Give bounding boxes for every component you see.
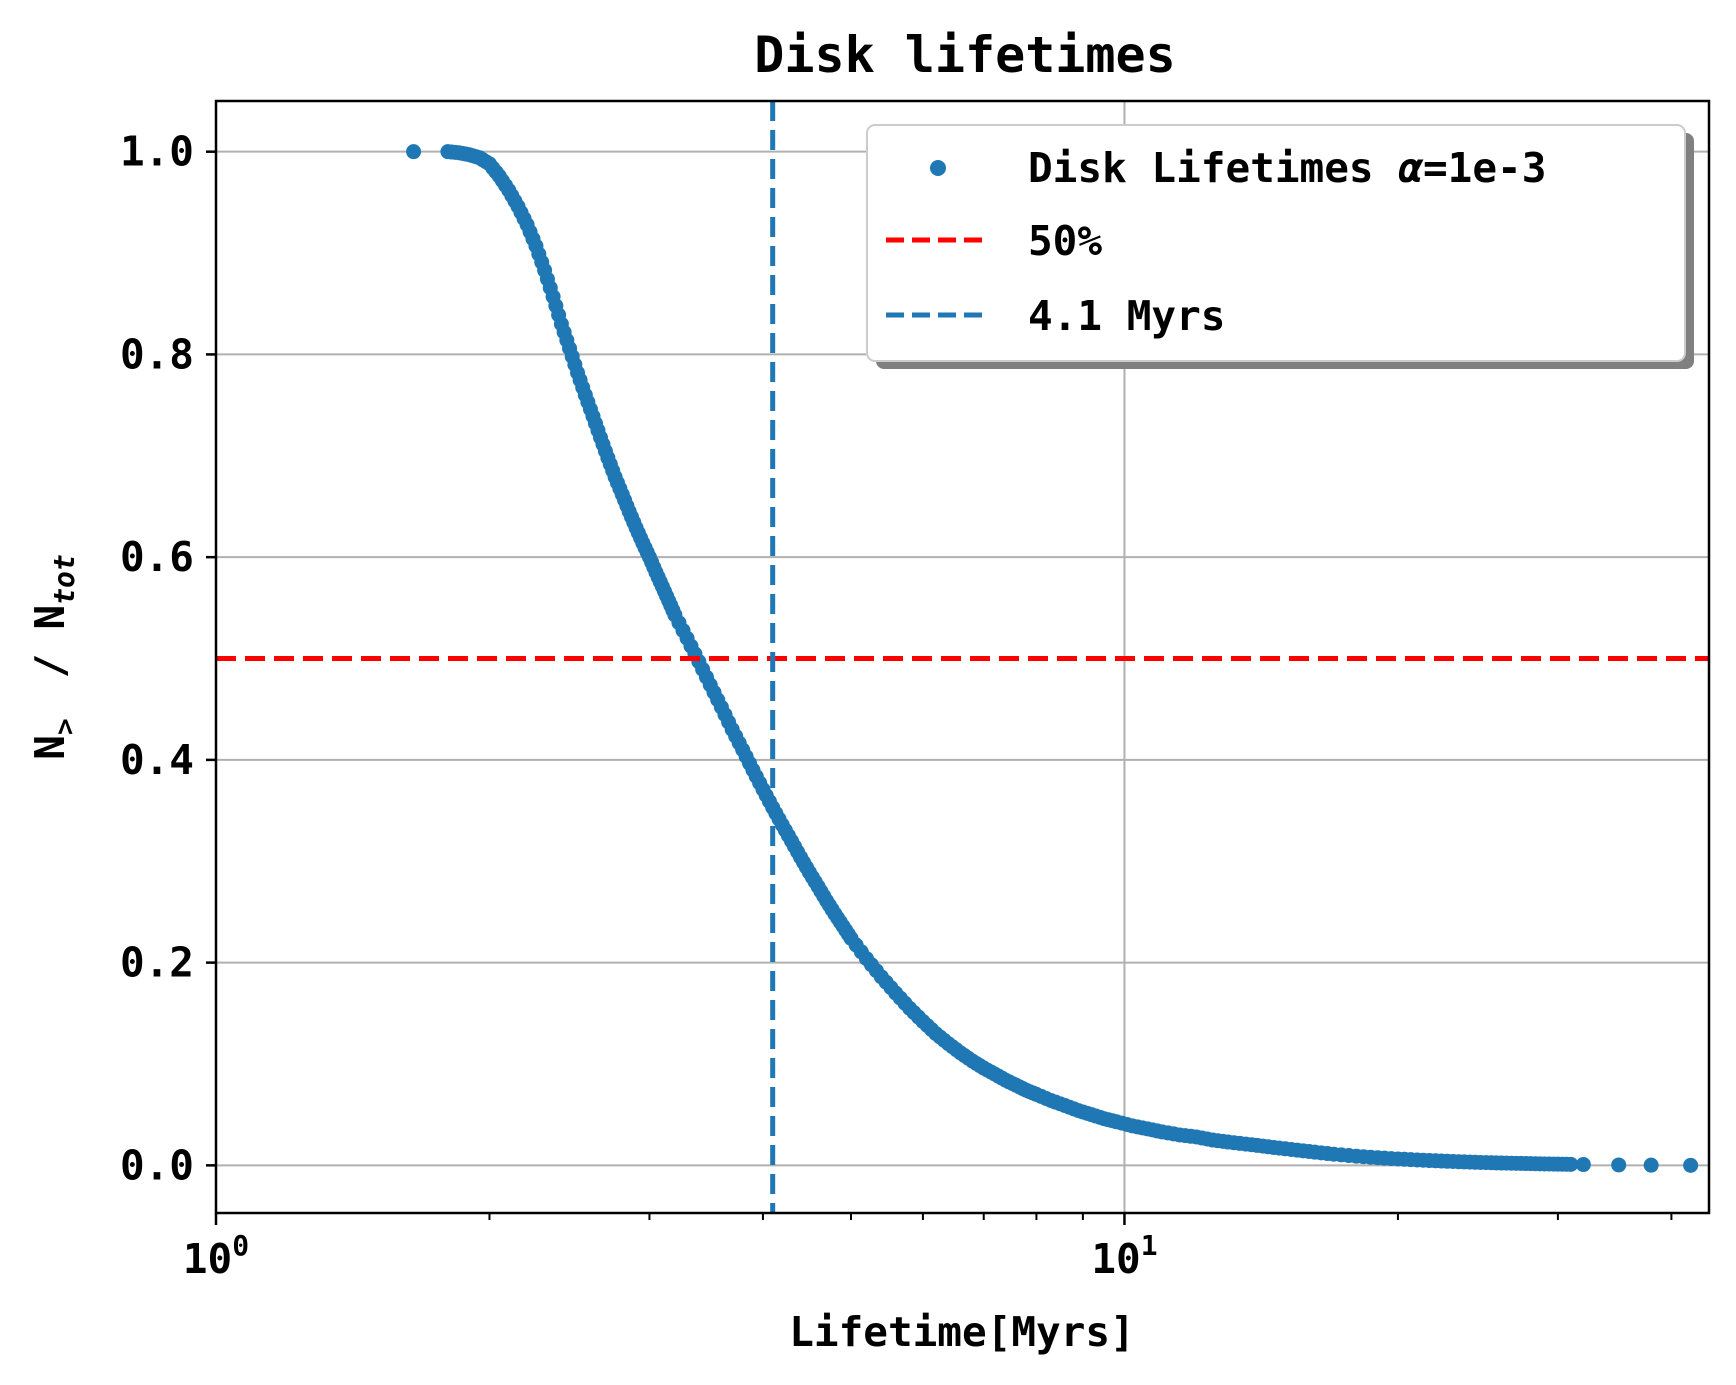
legend-box xyxy=(866,124,1686,362)
data-point xyxy=(1643,1157,1659,1173)
legend-label-4-1-myrs: 4.1 Myrs xyxy=(1028,292,1225,340)
data-point xyxy=(1563,1156,1579,1172)
data-point xyxy=(1611,1157,1627,1173)
x-axis-ticks: 100 101 xyxy=(183,1213,1673,1283)
y-label-n-subscript: > xyxy=(48,718,81,735)
y-label-tot-subscript: tot xyxy=(48,554,81,605)
y-axis-ticks: 0.0 0.2 0.4 0.6 0.8 1.0 xyxy=(120,128,216,1189)
y-tick-label: 0.0 xyxy=(120,1141,194,1189)
y-tick-label: 0.4 xyxy=(120,736,194,784)
data-point xyxy=(1683,1157,1699,1173)
x-tick-label: 101 xyxy=(1091,1229,1157,1283)
data-point xyxy=(406,144,422,160)
plot-frame xyxy=(214,99,1711,1215)
reference-lines xyxy=(216,101,1709,1213)
chart-title: Disk lifetimes xyxy=(754,26,1175,84)
y-tick-label: 0.8 xyxy=(120,330,194,378)
legend-label-disk-lifetimes: Disk Lifetimes α=1e-3 xyxy=(1028,144,1546,192)
legend-label-50-percent: 50% xyxy=(1028,217,1102,265)
x-axis-label: Lifetime[Myrs] xyxy=(789,1308,1135,1356)
y-label-ntot: N xyxy=(26,605,74,630)
legend-marker-disk-lifetimes xyxy=(930,160,946,176)
data-point xyxy=(1575,1157,1591,1173)
data-series xyxy=(406,144,1699,1173)
y-tick-label: 1.0 xyxy=(120,128,194,176)
y-axis-label: N>/Ntot xyxy=(26,554,81,760)
y-label-separator: / xyxy=(26,654,74,679)
y-label-n: N xyxy=(26,735,74,760)
y-tick-label: 0.2 xyxy=(120,939,194,987)
legend: Disk Lifetimes α=1e-3 50% 4.1 Myrs xyxy=(866,124,1694,369)
x-tick-label: 100 xyxy=(183,1229,249,1283)
y-tick-label: 0.6 xyxy=(120,533,194,581)
